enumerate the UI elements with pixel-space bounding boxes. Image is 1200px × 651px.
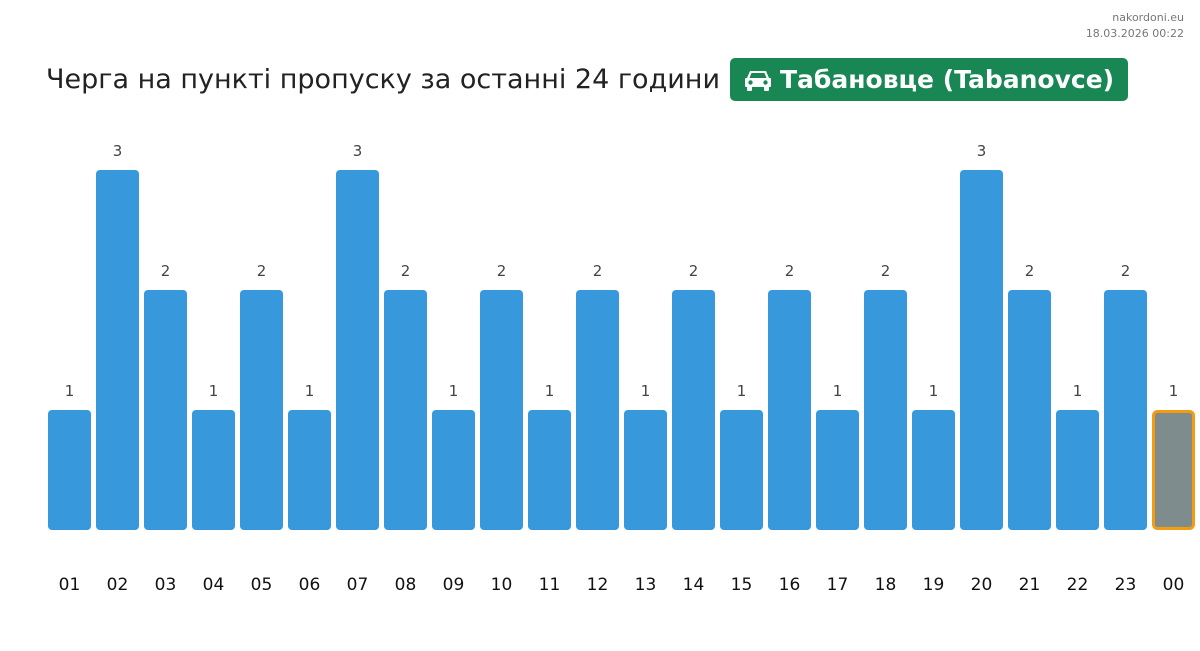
bar-09[interactable] xyxy=(432,410,475,530)
bar-07[interactable] xyxy=(336,170,379,530)
x-tick-label-12: 12 xyxy=(587,575,609,595)
bar-00[interactable] xyxy=(1152,410,1195,530)
bar-value-label-23: 2 xyxy=(1121,262,1131,280)
x-tick-label-04: 04 xyxy=(203,575,225,595)
x-tick-label-09: 09 xyxy=(443,575,465,595)
bar-value-label-06: 1 xyxy=(305,382,315,400)
bar-value-label-00: 1 xyxy=(1169,382,1179,400)
bar-06[interactable] xyxy=(288,410,331,530)
bar-value-label-08: 2 xyxy=(401,262,411,280)
bar-11[interactable] xyxy=(528,410,571,530)
timestamp: 18.03.2026 00:22 xyxy=(1085,27,1184,40)
x-tick-label-15: 15 xyxy=(731,575,753,595)
bar-13[interactable] xyxy=(624,410,667,530)
site-name: nakordoni.eu xyxy=(1112,11,1184,24)
x-tick-label-05: 05 xyxy=(251,575,273,595)
x-tick-label-14: 14 xyxy=(683,575,705,595)
x-tick-label-08: 08 xyxy=(395,575,417,595)
x-tick-label-21: 21 xyxy=(1019,575,1041,595)
bar-17[interactable] xyxy=(816,410,859,530)
x-tick-label-16: 16 xyxy=(779,575,801,595)
bar-22[interactable] xyxy=(1056,410,1099,530)
bar-14[interactable] xyxy=(672,290,715,530)
x-tick-label-01: 01 xyxy=(59,575,81,595)
checkpoint-badge[interactable]: Табановце (Tabanovce) xyxy=(730,58,1129,101)
x-tick-label-18: 18 xyxy=(875,575,897,595)
bar-value-label-04: 1 xyxy=(209,382,219,400)
bar-value-label-14: 2 xyxy=(689,262,699,280)
bar-05[interactable] xyxy=(240,290,283,530)
bar-12[interactable] xyxy=(576,290,619,530)
x-tick-label-02: 02 xyxy=(107,575,129,595)
x-tick-label-10: 10 xyxy=(491,575,513,595)
bar-value-label-07: 3 xyxy=(353,142,363,160)
bar-value-label-20: 3 xyxy=(977,142,987,160)
bar-value-label-16: 2 xyxy=(785,262,795,280)
bar-value-label-17: 1 xyxy=(833,382,843,400)
car-icon xyxy=(745,70,771,91)
x-tick-label-17: 17 xyxy=(827,575,849,595)
x-tick-label-07: 07 xyxy=(347,575,369,595)
bar-value-label-11: 1 xyxy=(545,382,555,400)
site-info: nakordoni.eu 18.03.2026 00:22 xyxy=(1086,10,1184,42)
chart-title: Черга на пункті пропуску за останні 24 г… xyxy=(46,64,720,95)
x-tick-label-19: 19 xyxy=(923,575,945,595)
x-tick-label-13: 13 xyxy=(635,575,657,595)
bar-value-label-09: 1 xyxy=(449,382,459,400)
bar-value-label-02: 3 xyxy=(113,142,123,160)
x-tick-label-20: 20 xyxy=(971,575,993,595)
x-tick-label-06: 06 xyxy=(299,575,321,595)
x-tick-label-23: 23 xyxy=(1115,575,1137,595)
bar-16[interactable] xyxy=(768,290,811,530)
bar-18[interactable] xyxy=(864,290,907,530)
bar-10[interactable] xyxy=(480,290,523,530)
bar-value-label-22: 1 xyxy=(1073,382,1083,400)
bar-08[interactable] xyxy=(384,290,427,530)
bar-19[interactable] xyxy=(912,410,955,530)
bar-04[interactable] xyxy=(192,410,235,530)
bar-value-label-18: 2 xyxy=(881,262,891,280)
bar-20[interactable] xyxy=(960,170,1003,530)
x-tick-label-11: 11 xyxy=(539,575,561,595)
bar-value-label-15: 1 xyxy=(737,382,747,400)
x-tick-label-22: 22 xyxy=(1067,575,1089,595)
bar-value-label-13: 1 xyxy=(641,382,651,400)
bar-15[interactable] xyxy=(720,410,763,530)
chart-header: Черга на пункті пропуску за останні 24 г… xyxy=(46,58,1129,101)
x-tick-label-03: 03 xyxy=(155,575,177,595)
bar-value-label-12: 2 xyxy=(593,262,603,280)
bar-value-label-05: 2 xyxy=(257,262,267,280)
x-tick-label-00: 00 xyxy=(1163,575,1185,595)
bar-02[interactable] xyxy=(96,170,139,530)
bar-23[interactable] xyxy=(1104,290,1147,530)
bar-value-label-03: 2 xyxy=(161,262,171,280)
bar-value-label-19: 1 xyxy=(929,382,939,400)
bar-value-label-10: 2 xyxy=(497,262,507,280)
bar-value-label-01: 1 xyxy=(65,382,75,400)
bar-value-label-21: 2 xyxy=(1025,262,1035,280)
bar-21[interactable] xyxy=(1008,290,1051,530)
bar-01[interactable] xyxy=(48,410,91,530)
checkpoint-name: Табановце (Tabanovce) xyxy=(780,65,1115,94)
bar-03[interactable] xyxy=(144,290,187,530)
